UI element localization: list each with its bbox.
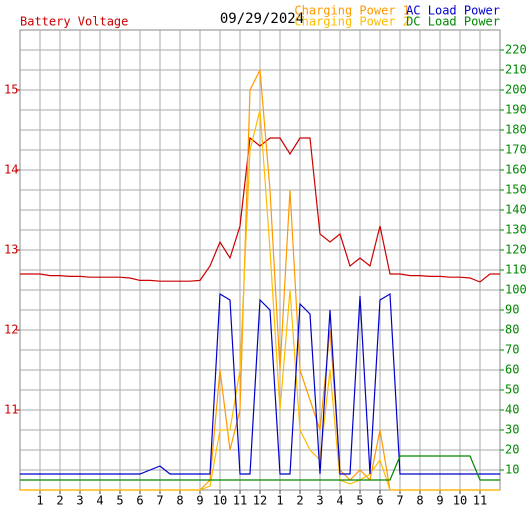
x-tick-label: 5 <box>116 494 123 508</box>
y2-tick-label: 20 <box>505 443 519 457</box>
x-tick-label: 3 <box>76 494 83 508</box>
x-tick-label: 4 <box>336 494 343 508</box>
y-tick-label: 15 <box>4 83 18 97</box>
y-tick-label: 14 <box>4 163 18 177</box>
series-line <box>20 136 500 283</box>
x-tick-label: 7 <box>396 494 403 508</box>
y2-tick-label: 60 <box>505 363 519 377</box>
y2-tick-label: 40 <box>505 403 519 417</box>
y2-tick-label: 210 <box>505 63 527 77</box>
x-tick-label: 8 <box>176 494 183 508</box>
series-line <box>20 455 500 481</box>
y2-tick-label: 170 <box>505 143 527 157</box>
x-tick-label: 8 <box>416 494 423 508</box>
y2-tick-label: 190 <box>505 103 527 117</box>
y-tick-label: 11 <box>4 403 18 417</box>
x-tick-label: 11 <box>473 494 487 508</box>
x-tick-label: 11 <box>233 494 247 508</box>
y-tick-label: 13 <box>4 243 18 257</box>
y2-tick-label: 30 <box>505 423 519 437</box>
y2-tick-label: 150 <box>505 183 527 197</box>
y2-tick-label: 220 <box>505 43 527 57</box>
x-tick-label: 5 <box>356 494 363 508</box>
x-tick-label: 9 <box>196 494 203 508</box>
x-tick-label: 2 <box>56 494 63 508</box>
legend-label: Battery Voltage <box>20 15 128 29</box>
legend-label: Charging Power 1 <box>294 4 410 18</box>
y2-tick-label: 200 <box>505 83 527 97</box>
x-tick-label: 1 <box>276 494 283 508</box>
series-line <box>20 292 500 475</box>
x-tick-label: 12 <box>253 494 267 508</box>
x-tick-label: 6 <box>376 494 383 508</box>
x-tick-label: 3 <box>316 494 323 508</box>
y2-tick-label: 160 <box>505 163 527 177</box>
y2-tick-label: 180 <box>505 123 527 137</box>
chart-title: 09/29/2024 <box>220 11 304 27</box>
y2-tick-label: 110 <box>505 263 527 277</box>
legend-label: AC Load Power <box>406 4 500 18</box>
y2-tick-label: 70 <box>505 343 519 357</box>
x-tick-label: 6 <box>136 494 143 508</box>
legend-label: DC Load Power <box>406 15 500 29</box>
x-tick-label: 4 <box>96 494 103 508</box>
legend-label: Charging Power 2 <box>294 15 410 29</box>
x-tick-label: 1 <box>36 494 43 508</box>
y2-tick-label: 120 <box>505 243 527 257</box>
y2-tick-label: 100 <box>505 283 527 297</box>
y2-tick-label: 90 <box>505 303 519 317</box>
series-line <box>20 109 500 491</box>
y2-tick-label: 50 <box>505 383 519 397</box>
y2-tick-label: 130 <box>505 223 527 237</box>
x-tick-label: 10 <box>213 494 227 508</box>
x-tick-label: 2 <box>296 494 303 508</box>
x-tick-label: 10 <box>453 494 467 508</box>
y2-tick-label: 140 <box>505 203 527 217</box>
x-tick-label: 9 <box>436 494 443 508</box>
x-tick-label: 7 <box>156 494 163 508</box>
y-tick-label: 12 <box>4 323 18 337</box>
y2-tick-label: 10 <box>505 463 519 477</box>
y2-tick-label: 80 <box>505 323 519 337</box>
